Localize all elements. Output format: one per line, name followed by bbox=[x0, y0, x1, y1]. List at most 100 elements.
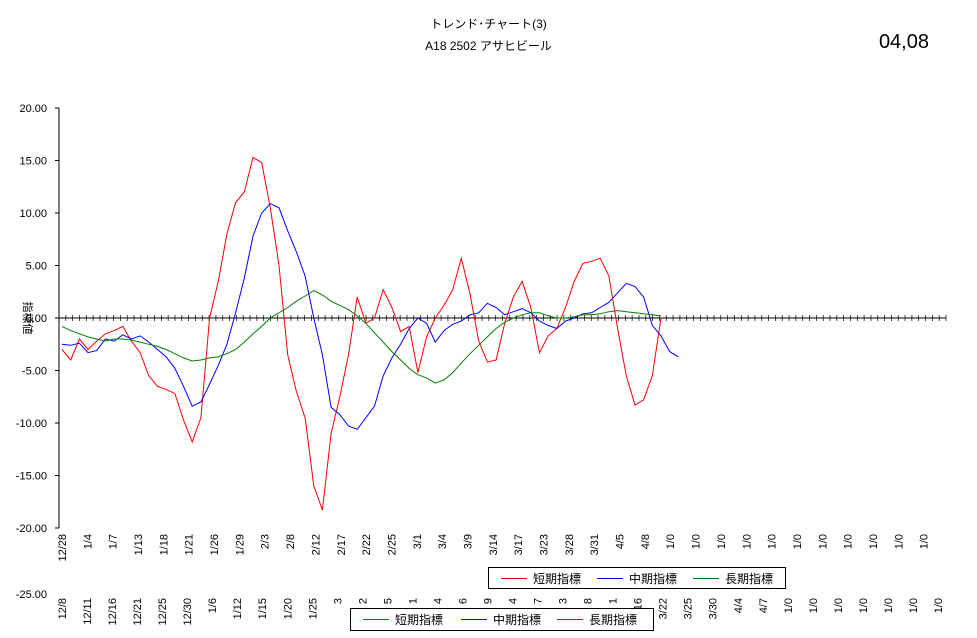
x-tick-label: 1/13 bbox=[133, 534, 145, 555]
x2-tick-label: 1/15 bbox=[257, 598, 269, 619]
x-tick-label: 1/0 bbox=[817, 534, 829, 549]
x-tick-label: 3/31 bbox=[589, 534, 601, 555]
x2-tick-label: 1 bbox=[407, 598, 419, 604]
x2-tick-label: 1/20 bbox=[282, 598, 294, 619]
y-axis: 20.00 15.00 10.00 5.00 0.00 -5.00 -10.00 -15.00… bbox=[16, 103, 947, 601]
chart-subtitle: A18 2502 アサヒビール bbox=[425, 39, 552, 53]
y-tick-label: 10.00 bbox=[19, 208, 47, 220]
y-axis-label: 指標値 bbox=[21, 302, 35, 335]
x2-tick-label: 12/16 bbox=[107, 598, 119, 626]
y-tick-label-overlap: -25.00 bbox=[16, 589, 47, 601]
series-group bbox=[61, 156, 679, 511]
x-tick-label: 1/0 bbox=[665, 534, 677, 549]
legend2-label-mid: 中期指標 bbox=[493, 613, 542, 627]
legend2-swatch-long bbox=[557, 619, 583, 620]
x-tick-label: 2/3 bbox=[260, 534, 272, 549]
x-tick-label: 1/7 bbox=[108, 534, 120, 549]
x2-tick-label: 2 bbox=[357, 598, 369, 604]
x2-tick-label: 3/30 bbox=[708, 598, 720, 619]
x-tick-label: 4/8 bbox=[640, 534, 652, 549]
x2-tick-label: 1/0 bbox=[833, 598, 845, 613]
x-tick-label: 3/9 bbox=[462, 534, 474, 549]
x-tick-label: 3/28 bbox=[564, 534, 576, 555]
x2-tick-label: 12/8 bbox=[57, 598, 69, 619]
x-tick-label: 1/29 bbox=[234, 534, 246, 555]
legend-item-mid: 中期指標 bbox=[597, 568, 677, 588]
x2-tick-label: 7 bbox=[533, 598, 545, 604]
x2-tick-label: 3 bbox=[558, 598, 570, 604]
x2-tick-label: 1/0 bbox=[908, 598, 920, 613]
x2-tick-label: 9 bbox=[482, 598, 494, 604]
x-tick-label: 3/23 bbox=[539, 534, 551, 555]
x-tick-label: 1/18 bbox=[158, 534, 170, 555]
legend2-item-mid: 中期指標 bbox=[461, 609, 541, 630]
legend-swatch-short bbox=[501, 577, 527, 579]
x-tick-label: 2/12 bbox=[310, 534, 322, 555]
x2-tick-label: 3/22 bbox=[658, 598, 670, 619]
x2-tick-label: 1/0 bbox=[933, 598, 945, 613]
x2-tick-label: 12/30 bbox=[182, 598, 194, 626]
x-tick-label: 3/17 bbox=[513, 534, 525, 555]
x-tick-label: 1/4 bbox=[82, 534, 94, 549]
series-line-long bbox=[61, 290, 662, 384]
legend-primary: 短期指標 中期指標 長期指標 bbox=[488, 567, 786, 589]
x-tick-label: 2/22 bbox=[361, 534, 373, 555]
x2-tick-label: 4/7 bbox=[758, 598, 770, 613]
x2-tick-label: 4 bbox=[432, 598, 444, 604]
legend2-label-long: 長期指標 bbox=[589, 613, 638, 627]
x2-tick-label: 4/4 bbox=[733, 598, 745, 613]
legend-secondary: 短期指標 中期指標 長期指標 bbox=[350, 608, 654, 631]
y-tick-label: 5.00 bbox=[26, 261, 47, 273]
y-tick-label: -5.00 bbox=[22, 366, 47, 378]
legend-item-short: 短期指標 bbox=[501, 568, 581, 588]
y-tick-label: -10.00 bbox=[16, 418, 47, 430]
series-line-mid bbox=[61, 202, 679, 430]
x-tick-label: 1/21 bbox=[184, 534, 196, 555]
x-tick-label: 2/17 bbox=[336, 534, 348, 555]
x-axis-secondary: 12/8 12/11 12/16 12/21 12/25 12/30 1/6 1/12 1/15… bbox=[57, 598, 945, 626]
x2-tick-label: 12/25 bbox=[157, 598, 169, 626]
legend-swatch-mid bbox=[597, 577, 623, 579]
x2-tick-label: 12/21 bbox=[132, 598, 144, 626]
legend-item-long: 長期指標 bbox=[693, 568, 773, 588]
legend2-label-short: 短期指標 bbox=[395, 613, 444, 627]
y-tick-label: -20.00 bbox=[16, 523, 47, 535]
legend2-swatch-mid bbox=[461, 619, 487, 620]
y-tick-label: -15.00 bbox=[16, 471, 47, 483]
x-tick-label: 1/0 bbox=[893, 534, 905, 549]
x-tick-label: 2/8 bbox=[285, 534, 297, 549]
x-tick-label: 4/5 bbox=[615, 534, 627, 549]
date-code: 04,08 bbox=[878, 31, 929, 53]
x2-tick-label: 3 bbox=[332, 598, 344, 604]
legend-label-mid: 中期指標 bbox=[629, 571, 678, 586]
x-tick-label: 1/0 bbox=[792, 534, 804, 549]
series-line-short bbox=[61, 156, 662, 511]
x-tick-label: 3/4 bbox=[437, 534, 449, 549]
x-tick-label: 12/28 bbox=[57, 534, 69, 562]
x-tick-label: 1/0 bbox=[868, 534, 880, 549]
legend2-item-long: 長期指標 bbox=[557, 609, 637, 630]
x2-tick-label: 1/0 bbox=[858, 598, 870, 613]
x-tick-label: 1/0 bbox=[691, 534, 703, 549]
x-tick-label: 1/0 bbox=[843, 534, 855, 549]
legend2-swatch-short bbox=[363, 619, 389, 620]
x2-tick-label: 5 bbox=[382, 598, 394, 604]
x2-tick-label: 8 bbox=[583, 598, 595, 604]
y-tick-label: 0.00 bbox=[26, 313, 47, 325]
legend-swatch-long bbox=[693, 577, 719, 579]
x-tick-label: 1/26 bbox=[209, 534, 221, 555]
x2-tick-label: 1/6 bbox=[207, 598, 219, 613]
chart-title: トレンド･チャート(3) bbox=[430, 17, 547, 31]
x2-tick-label: 1/0 bbox=[808, 598, 820, 613]
x-tick-label: 2/25 bbox=[386, 534, 398, 555]
x-tick-label: 1/0 bbox=[767, 534, 779, 549]
x-axis-primary: 12/28 1/4 1/7 1/13 1/18 1/21 1/26 1/29 2/3 2/8 2/1… bbox=[57, 534, 931, 562]
y-tick-label: 20.00 bbox=[19, 103, 47, 115]
x-tick-label: 1/0 bbox=[919, 534, 931, 549]
legend-label-long: 長期指標 bbox=[725, 571, 774, 586]
x-tick-label: 1/0 bbox=[716, 534, 728, 549]
x-tick-label: 3/1 bbox=[412, 534, 424, 549]
legend-label-short: 短期指標 bbox=[533, 571, 582, 586]
x2-tick-label: 3/25 bbox=[683, 598, 695, 619]
